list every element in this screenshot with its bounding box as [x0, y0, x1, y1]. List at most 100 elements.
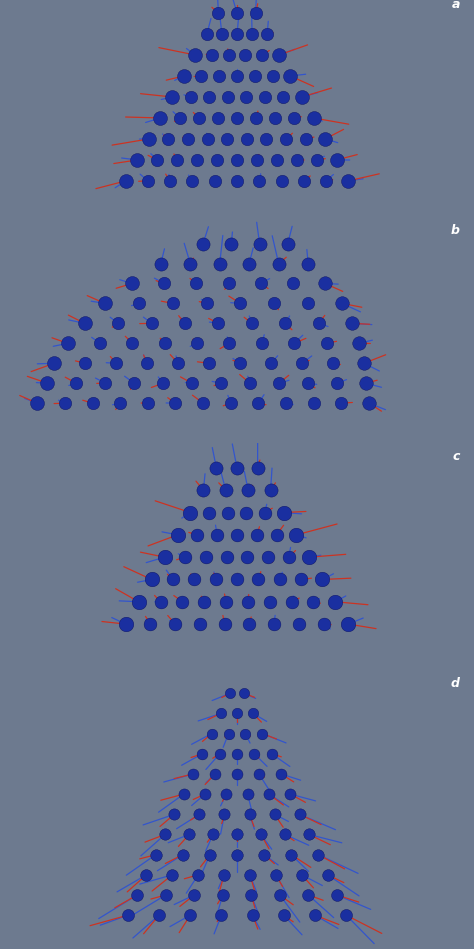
Point [174, 528, 182, 543]
Point [305, 827, 313, 842]
Point [135, 594, 143, 609]
Point [310, 396, 318, 411]
Point [219, 887, 227, 902]
Point [180, 68, 187, 84]
Point [297, 572, 305, 587]
Point [242, 726, 249, 741]
Point [124, 907, 131, 922]
Point [284, 236, 292, 251]
Point [275, 376, 283, 391]
Point [143, 356, 151, 371]
Point [233, 827, 241, 842]
Point [208, 47, 216, 63]
Point [233, 110, 241, 125]
Point [268, 746, 275, 761]
Point [221, 807, 228, 822]
Point [261, 89, 269, 104]
Point [184, 131, 192, 146]
Point [233, 68, 241, 84]
Point [211, 767, 219, 782]
Point [300, 174, 308, 189]
Point [182, 549, 189, 565]
Point [331, 594, 339, 609]
Point [291, 336, 298, 351]
Point [286, 787, 294, 802]
Point [338, 296, 346, 311]
Point [157, 110, 164, 125]
Point [200, 396, 207, 411]
Point [243, 89, 250, 104]
Point [272, 110, 279, 125]
Point [246, 807, 253, 822]
Point [321, 131, 329, 146]
Point [227, 685, 234, 700]
Point [169, 296, 176, 311]
Point [213, 153, 221, 168]
Point [225, 47, 232, 63]
Point [189, 174, 196, 189]
Point [217, 706, 225, 721]
Point [154, 153, 161, 168]
Point [161, 336, 169, 351]
Point [343, 907, 350, 922]
Point [295, 617, 302, 632]
Point [233, 767, 241, 782]
Point [160, 276, 168, 291]
Point [187, 505, 194, 520]
Point [252, 110, 260, 125]
Point [246, 376, 254, 391]
Point [233, 528, 241, 543]
Point [164, 131, 172, 146]
Point [223, 131, 231, 146]
Point [289, 276, 297, 291]
Point [227, 396, 235, 411]
Point [365, 396, 373, 411]
Point [114, 316, 122, 331]
Point [217, 376, 225, 391]
Point [191, 572, 198, 587]
Point [247, 887, 255, 902]
Point [218, 27, 226, 42]
Point [168, 867, 176, 883]
Point [224, 89, 231, 104]
Point [280, 89, 287, 104]
Point [180, 787, 188, 802]
Point [101, 296, 109, 311]
Point [278, 174, 285, 189]
Point [261, 505, 269, 520]
Point [233, 174, 241, 189]
Point [202, 549, 210, 565]
Point [304, 296, 312, 311]
Point [280, 505, 287, 520]
Point [157, 594, 164, 609]
Point [360, 356, 368, 371]
Point [267, 356, 275, 371]
Point [203, 296, 210, 311]
Point [166, 174, 174, 189]
Point [251, 68, 259, 84]
Point [191, 887, 198, 902]
Point [304, 256, 312, 271]
Point [277, 767, 285, 782]
Point [176, 110, 183, 125]
Point [314, 847, 322, 863]
Point [267, 483, 274, 498]
Point [189, 767, 197, 782]
Point [253, 153, 261, 168]
Point [282, 131, 290, 146]
Point [355, 336, 363, 351]
Text: a: a [451, 0, 460, 11]
Point [213, 460, 220, 475]
Point [203, 27, 210, 42]
Point [233, 27, 241, 42]
Point [200, 236, 207, 251]
Point [233, 6, 241, 21]
Point [271, 807, 278, 822]
Point [211, 174, 219, 189]
Point [193, 336, 201, 351]
Point [179, 594, 186, 609]
Point [169, 572, 177, 587]
Point [257, 276, 264, 291]
Point [281, 827, 289, 842]
Point [252, 6, 259, 21]
